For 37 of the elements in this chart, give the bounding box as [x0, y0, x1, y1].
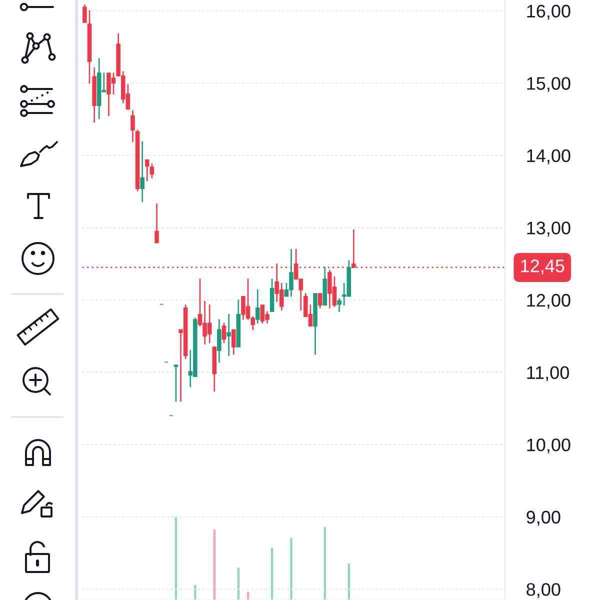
- candlestick: [135, 130, 140, 192]
- ref-line-label: 12,45: [521, 260, 564, 274]
- y-tick-label: 14,00: [527, 149, 570, 164]
- bar: [348, 563, 350, 600]
- bar: [213, 529, 216, 600]
- candlestick: [236, 300, 241, 348]
- y-tick-label: 9,00: [526, 510, 560, 526]
- y-tick-label: 16,00: [527, 4, 570, 20]
- candlestick: [82, 4, 87, 23]
- candlestick: [313, 293, 318, 355]
- candlestick: [154, 203, 159, 244]
- bar: [290, 538, 292, 600]
- bar: [270, 548, 274, 600]
- candlestick: [130, 110, 135, 142]
- candlestick: [140, 141, 144, 202]
- candlestick: [270, 278, 274, 312]
- candlestick: [318, 293, 322, 308]
- bar: [324, 526, 326, 600]
- candlestick: [217, 319, 222, 363]
- bar: [194, 585, 196, 600]
- candlestick: [337, 298, 342, 312]
- candlestick: [144, 159, 150, 182]
- y-tick-label: 10,00: [527, 438, 570, 454]
- candlestick: [255, 289, 260, 324]
- candlestick: [222, 322, 226, 344]
- y-tick-label: 8,00: [526, 583, 560, 598]
- candlestick: [231, 329, 236, 355]
- candlestick: [212, 346, 217, 392]
- candlestick: [226, 314, 231, 356]
- y-tick-label: 15,00: [527, 77, 570, 92]
- candlestick: [92, 68, 96, 123]
- y-tick-label: 12,00: [527, 294, 570, 309]
- y-tick-label: 11,00: [527, 366, 569, 382]
- candlestick: [87, 10, 92, 84]
- y-tick-label: 13,00: [527, 222, 570, 237]
- bar: [174, 517, 178, 600]
- candlestick: [322, 267, 328, 306]
